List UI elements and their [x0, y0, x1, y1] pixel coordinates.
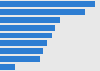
Bar [0, 17, 60, 23]
Bar [0, 56, 40, 62]
Bar [0, 25, 55, 31]
Bar [0, 48, 43, 54]
Bar [0, 40, 47, 46]
Bar [0, 9, 85, 15]
Bar [0, 33, 52, 38]
Bar [0, 1, 95, 7]
Bar [0, 64, 15, 70]
